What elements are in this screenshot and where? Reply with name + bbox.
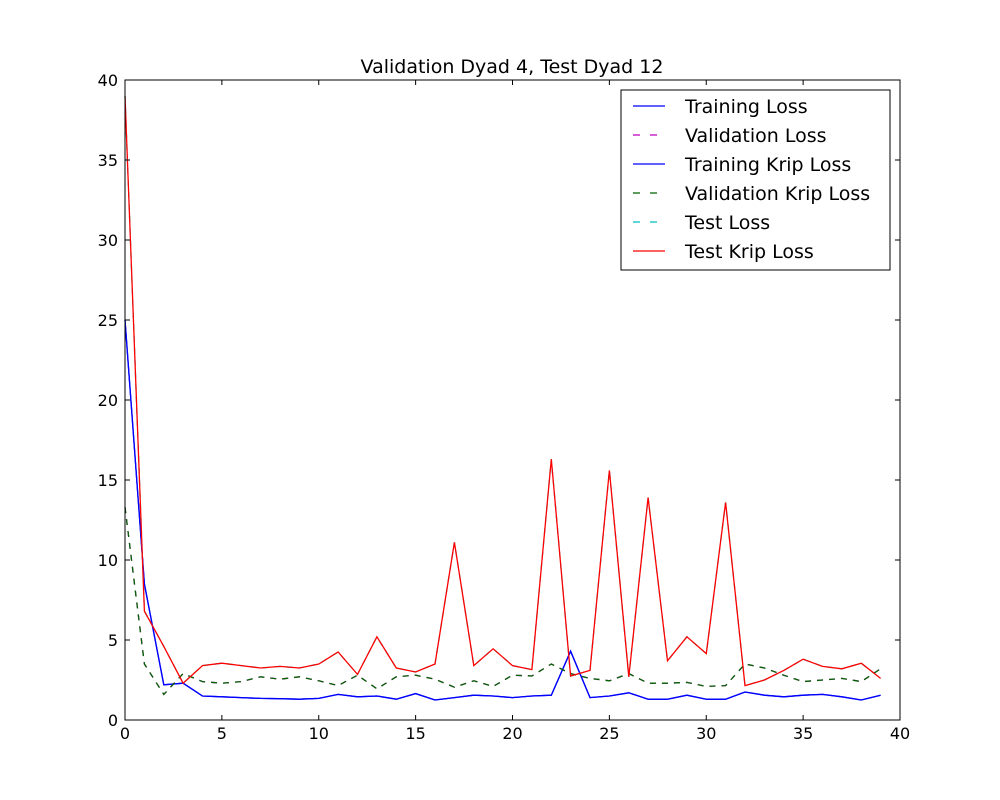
legend-box <box>620 89 891 271</box>
y-tick-label: 35 <box>98 151 118 170</box>
x-tick-label: 10 <box>309 724 329 743</box>
legend-label: Validation Loss <box>685 125 827 147</box>
series-line-validation-loss <box>124 507 881 696</box>
series-line-validation-krip-loss <box>124 507 881 696</box>
x-tick-label: 5 <box>217 724 227 743</box>
x-tick-label: 40 <box>890 724 910 743</box>
legend-label: Test Krip Loss <box>684 241 814 263</box>
y-tick-label: 15 <box>98 471 118 490</box>
legend-label: Validation Krip Loss <box>685 183 870 205</box>
legend-label: Training Krip Loss <box>684 154 851 176</box>
y-tick-label: 5 <box>108 631 118 650</box>
legend-label: Test Loss <box>684 212 770 234</box>
x-tick-label: 30 <box>696 724 716 743</box>
y-tick-label: 20 <box>98 391 118 410</box>
x-tick-label: 25 <box>599 724 619 743</box>
x-tick-label: 20 <box>502 724 522 743</box>
x-tick-label: 0 <box>120 724 130 743</box>
series-line-training-krip-loss <box>124 319 881 701</box>
legend: Training Loss Validation Loss Training Kri… <box>620 89 891 271</box>
legend-label: Training Loss <box>684 96 808 118</box>
y-tick-label: 25 <box>98 311 118 330</box>
series-line-training-loss <box>124 319 881 701</box>
tick-layer: 0 5 10 15 20 25 30 35 40 0 5 10 15 20 25 30 35 40 <box>98 71 911 743</box>
y-tick-label: 30 <box>98 231 118 250</box>
y-tick-label: 40 <box>98 71 118 90</box>
series-line-test-krip-loss <box>124 95 882 687</box>
series-layer <box>124 95 882 701</box>
x-tick-label: 35 <box>793 724 813 743</box>
chart-title: Validation Dyad 4, Test Dyad 12 <box>361 56 664 78</box>
x-tick-label: 15 <box>405 724 425 743</box>
y-tick-label: 0 <box>108 711 118 730</box>
y-tick-label: 10 <box>98 551 118 570</box>
